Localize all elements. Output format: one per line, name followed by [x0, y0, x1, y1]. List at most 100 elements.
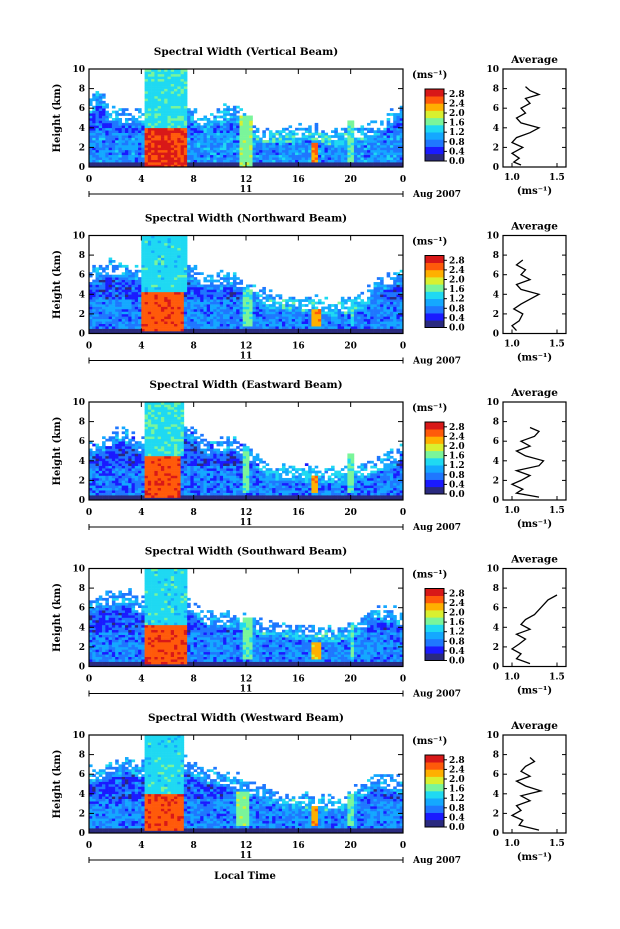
heatmap-cell: [154, 306, 158, 310]
heatmap-cell: [236, 326, 240, 329]
heatmap-cell: [301, 331, 306, 334]
heatmap-cell: [285, 304, 289, 307]
heatmap-cell: [154, 110, 158, 114]
heatmap-cell: [98, 470, 103, 474]
heatmap-cell: [259, 289, 263, 293]
heatmap-cell: [380, 135, 384, 138]
heatmap-cell: [105, 318, 109, 322]
heatmap-cell: [157, 118, 162, 121]
heatmap-cell: [236, 309, 240, 312]
heatmap-cell: [298, 321, 302, 324]
heatmap-cell: [183, 250, 188, 253]
heatmap-cell: [226, 125, 230, 129]
heatmap-cell: [399, 147, 404, 151]
heatmap-cell: [108, 468, 113, 471]
heatmap-cell: [380, 311, 384, 315]
heatmap-cell: [134, 451, 139, 454]
heatmap-cell: [170, 252, 175, 256]
heatmap-cell: [239, 120, 244, 124]
heatmap-cell: [157, 91, 162, 94]
heatmap-cell: [144, 328, 149, 332]
heatmap-cell: [190, 154, 194, 158]
colorbar-swatch: [425, 117, 444, 126]
heatmap-cell: [393, 291, 397, 295]
heatmap-cell: [124, 144, 129, 148]
heatmap-cell: [363, 162, 368, 165]
heatmap-cell: [210, 127, 214, 131]
heatmap-cell: [102, 487, 106, 491]
heatmap-cell: [272, 313, 276, 317]
heatmap-cell: [102, 443, 106, 447]
heatmap-cell: [170, 86, 175, 89]
heatmap-cell: [115, 328, 119, 332]
heatmap-cell: [200, 162, 204, 165]
heatmap-cell: [367, 164, 371, 168]
heatmap-cell: [98, 279, 103, 283]
heatmap-cell: [183, 286, 188, 290]
heatmap-cell: [141, 245, 145, 249]
heatmap-cell: [164, 71, 168, 75]
heatmap-cell: [259, 323, 263, 327]
heatmap-cell: [147, 162, 152, 165]
heatmap-cell: [160, 144, 165, 148]
heatmap-cell: [92, 492, 96, 496]
heatmap-cell: [393, 113, 397, 116]
heatmap-cell: [160, 130, 165, 133]
heatmap-cell: [183, 301, 188, 305]
heatmap-cell: [380, 144, 384, 148]
heatmap-cell: [265, 321, 270, 324]
heatmap-cell: [141, 313, 145, 317]
heatmap-cell: [337, 328, 342, 332]
heatmap-cell: [255, 154, 260, 158]
heatmap-cell: [164, 331, 168, 334]
heatmap-cell: [92, 135, 96, 138]
heatmap-cell: [92, 482, 96, 486]
heatmap-cell: [213, 140, 217, 143]
heatmap-cell: [128, 331, 132, 334]
heatmap-cell: [180, 152, 185, 156]
heatmap-cell: [357, 311, 361, 315]
heatmap-cell: [288, 306, 293, 310]
heatmap-cell: [105, 331, 109, 334]
heatmap-cell: [206, 309, 211, 312]
heatmap-cell: [128, 446, 132, 449]
heatmap-cell: [151, 448, 155, 452]
heatmap-cell: [128, 480, 132, 484]
heatmap-cell: [121, 154, 126, 158]
heatmap-cell: [223, 306, 227, 310]
heatmap-cell: [164, 306, 168, 310]
average-profile-line: [510, 86, 541, 166]
heatmap-cell: [160, 309, 165, 312]
heatmap-cell: [206, 137, 211, 141]
heatmap-cell: [138, 149, 142, 153]
heatmap-cell: [193, 149, 198, 153]
heatmap-cell: [350, 313, 355, 317]
heatmap-cell: [177, 291, 181, 295]
heatmap-cell: [138, 269, 142, 273]
heatmap-cell: [288, 125, 293, 129]
heatmap-cell: [265, 144, 270, 148]
heatmap-cell: [242, 115, 247, 119]
heatmap-cell: [275, 152, 280, 156]
heatmap-cell: [373, 162, 378, 165]
heatmap-cell: [363, 313, 368, 317]
heatmap-cell: [111, 267, 116, 271]
heatmap-cell: [219, 125, 224, 129]
heatmap-cell: [174, 81, 178, 84]
heatmap-cell: [164, 127, 168, 131]
heatmap-cell: [193, 289, 198, 293]
heatmap-cell: [380, 304, 384, 307]
heatmap-cell: [170, 108, 175, 111]
heatmap-cell: [340, 144, 345, 148]
heatmap-cell: [232, 159, 237, 163]
average-x-tick-label: 1.5: [549, 173, 565, 183]
heatmap-cell: [353, 321, 358, 324]
heatmap-cell: [255, 144, 260, 148]
heatmap-cell: [167, 247, 172, 251]
heatmap-cell: [389, 318, 394, 322]
heatmap-cell: [393, 326, 397, 329]
heatmap-cell: [373, 326, 378, 329]
heatmap-cell: [128, 125, 132, 129]
heatmap-cell: [360, 306, 365, 310]
heatmap-cell: [236, 289, 240, 293]
